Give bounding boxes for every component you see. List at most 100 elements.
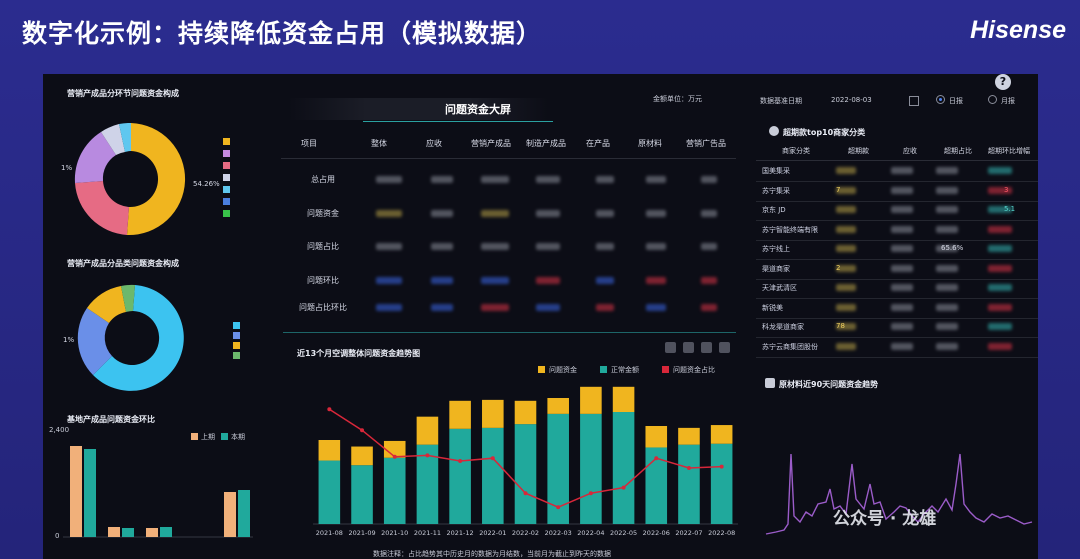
merchant-overdue-value: 7 (836, 185, 841, 194)
chart-icon-2[interactable] (683, 342, 694, 353)
blurred-value (836, 167, 856, 174)
hdr-overdue-growth: 超期环比增幅 (988, 147, 1030, 155)
brand-logo: Hisense (970, 16, 1066, 44)
date-label: 数据基准日期 (760, 97, 802, 105)
bar-normal (383, 457, 406, 524)
row-ratio: 问题占比 (281, 241, 736, 261)
radio-month-label: 月报 (1001, 97, 1015, 105)
row-total-label: 总占用 (311, 175, 335, 184)
row-mom: 问题环比 (281, 275, 736, 295)
merchant-row[interactable]: 苏宁智能终端有限 (756, 221, 1038, 241)
blurred-value (936, 245, 958, 252)
ratio-point (392, 454, 397, 459)
bar-problem (383, 440, 406, 458)
pie1-title: 营销产成品分环节问题资金构成 (67, 89, 179, 98)
blurred-value (836, 186, 856, 194)
bar-problem (482, 399, 504, 428)
legend-normal: 正常金额 (611, 366, 639, 374)
legend-prev: 上期 (201, 433, 215, 441)
legend-problem: 问题资金 (549, 366, 577, 374)
bar-normal (351, 465, 373, 524)
bar-normal (710, 443, 733, 524)
merchant-row[interactable]: 渠道商家 2 (756, 260, 1038, 280)
ratio-point (327, 407, 332, 412)
center-title-glow (363, 121, 553, 122)
bar-normal (482, 427, 504, 524)
help-icon[interactable]: ? (995, 74, 1011, 90)
merchant-row[interactable]: 苏宁集采 7 3 (756, 182, 1038, 202)
blurred-value (936, 264, 958, 272)
ratio-point (458, 459, 463, 463)
material-trend-chart (765, 453, 1033, 535)
blurred-value (988, 264, 1012, 272)
hdr-overdue: 超期款 (848, 147, 869, 155)
row-mom-label: 问题环比 (307, 276, 339, 285)
merchant-row[interactable]: 国美集采 (756, 162, 1038, 182)
date-value[interactable]: 2022-08-03 (831, 96, 872, 104)
merchant-row[interactable]: 天津武清区 (756, 279, 1038, 299)
legend-ratio: 问题资金占比 (673, 366, 715, 374)
ratio-point (523, 491, 528, 496)
chart-icon-4[interactable] (719, 342, 730, 353)
x-tick-label: 2021-10 (381, 529, 408, 537)
bar-problem (710, 425, 733, 444)
merchant-growth: 3 (1004, 185, 1009, 194)
radio-day-label: 日报 (949, 97, 963, 105)
chart-icon-1[interactable] (665, 342, 676, 353)
blurred-value (988, 284, 1012, 291)
merchant-row[interactable]: 新锐美 (756, 299, 1038, 319)
merchant-name: 天津武清区 (762, 284, 797, 292)
x-tick-label: 2022-04 (577, 529, 604, 537)
merchant-name: 苏宁智能终端有限 (762, 225, 818, 234)
blurred-value (891, 264, 913, 272)
merchant-row[interactable]: 苏宁线上 65.6% (756, 240, 1038, 260)
ratio-point (588, 491, 593, 496)
bar-normal (678, 444, 700, 524)
merchant-growth: 5.1 (1004, 205, 1016, 213)
blurred-value (836, 323, 856, 330)
bar-problem (351, 446, 373, 466)
bar-problem (612, 386, 635, 412)
blurred-value (936, 284, 958, 291)
hdr-overdue-ratio: 超期占比 (944, 147, 972, 155)
table-header: 项目 整体 应收 营销产成品 制造产成品 在产品 原材料 营销广告品 (281, 138, 736, 159)
radio-month[interactable] (988, 95, 997, 104)
hdr-merchant: 商家分类 (782, 147, 810, 155)
col-wip: 在产品 (586, 139, 610, 148)
merchant-name: 科龙渠道商家 (762, 323, 804, 331)
pie1-chart: 54.26% 1% (61, 122, 220, 236)
ratio-point (719, 464, 724, 469)
chart-icon-3[interactable] (701, 342, 712, 353)
dashboard-screen: 营销产成品分环节问题资金构成 54.26% 1% 营销产成品分品类问题资金构成 … (43, 74, 1038, 559)
merchant-row[interactable]: 苏宁云商集团股份 (756, 338, 1038, 358)
bar-left-title: 基地产成品问题资金环比 (67, 415, 155, 424)
col-material: 原材料 (638, 139, 662, 148)
x-tick-label: 2022-01 (479, 529, 506, 537)
row-problem: 问题资金 (281, 208, 736, 228)
x-tick-label: 2022-03 (545, 529, 572, 537)
merchant-row[interactable]: 科龙渠道商家 78 (756, 318, 1038, 338)
merchant-name: 京东 JD (762, 206, 786, 214)
blurred-value (891, 284, 913, 291)
center-title: 问题资金大屏 (445, 103, 511, 116)
radio-day[interactable] (936, 95, 945, 104)
blurred-value (836, 264, 856, 272)
blurred-value (936, 323, 958, 330)
merchant-name: 苏宁集采 (762, 186, 790, 195)
ratio-point (360, 428, 365, 433)
merchant-name: 渠道商家 (762, 264, 790, 273)
pie2-legend (233, 322, 253, 372)
bar-normal (645, 447, 668, 524)
merchant-row[interactable]: 京东 JD 5.1 (756, 201, 1038, 221)
blurred-value (988, 303, 1012, 311)
blurred-value (891, 303, 913, 311)
ratio-point (425, 453, 430, 458)
col-total: 整体 (371, 139, 387, 148)
calendar-icon[interactable] (909, 96, 919, 106)
bar-normal (580, 413, 602, 524)
top-merchant-title: 超期款top10商家分类 (783, 128, 866, 137)
bar-problem (645, 426, 668, 448)
x-tick-label: 2022-07 (675, 529, 702, 537)
bar-problem (318, 440, 341, 461)
trend-chart: 2021-08 2021-09 2021-10 2021-11 2021-12 2022-… (313, 386, 738, 537)
